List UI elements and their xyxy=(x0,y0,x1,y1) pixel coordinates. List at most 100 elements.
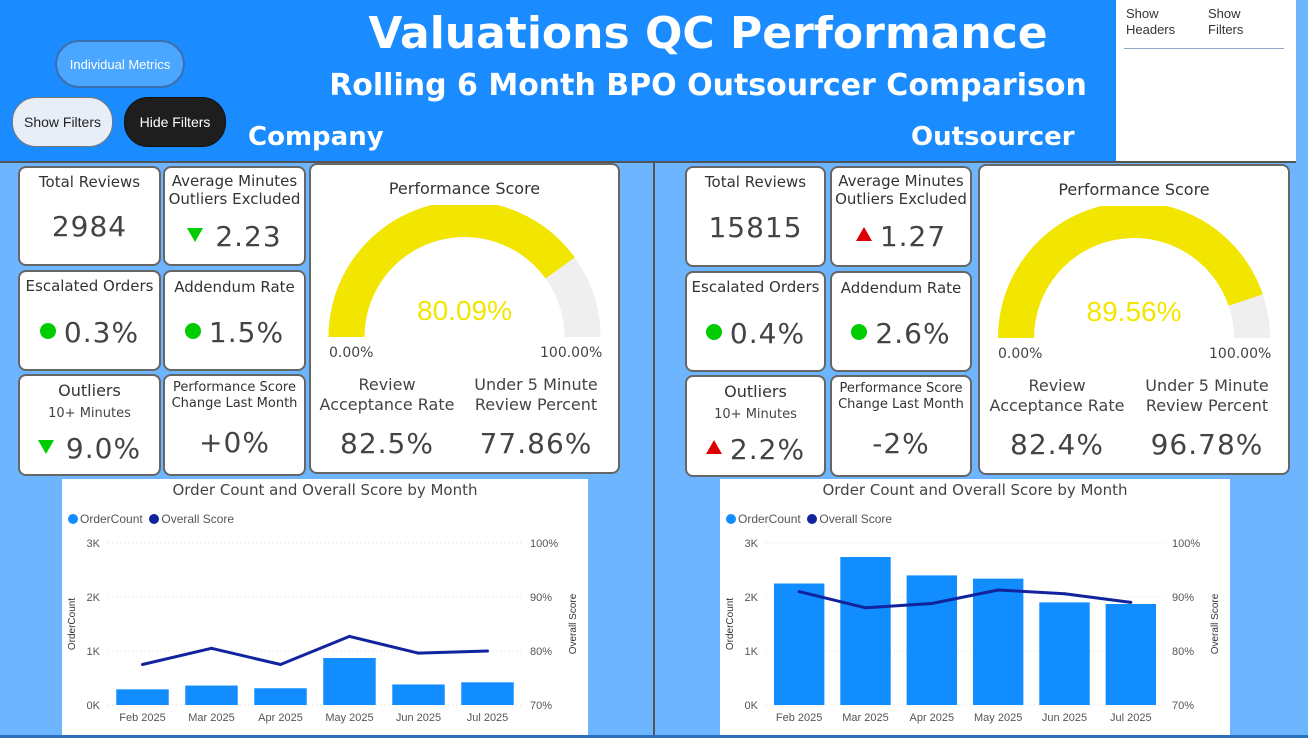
gauge-max-label: 100.00% xyxy=(1209,346,1271,362)
x-tick-label: Mar 2025 xyxy=(188,712,234,724)
y-axis-title: OrderCount xyxy=(725,598,736,650)
x-tick-label: Feb 2025 xyxy=(119,712,165,724)
point-overall-score xyxy=(1129,601,1132,604)
outsourcer-addendum-card: Addendum Rate 2.6% xyxy=(830,271,972,372)
perf-change-value: +0% xyxy=(165,426,304,459)
outliers-value: 9.0% xyxy=(66,432,141,465)
x-tick-label: May 2025 xyxy=(974,712,1022,724)
y-tick-label: 3K xyxy=(87,538,101,550)
y2-tick-label: 100% xyxy=(1172,538,1200,550)
y-tick-label: 3K xyxy=(745,538,759,550)
x-tick-label: Mar 2025 xyxy=(842,712,888,724)
page-subtitle: Rolling 6 Month BPO Outsourcer Compariso… xyxy=(300,68,1116,103)
bar-ordercount xyxy=(254,688,306,705)
bar-ordercount xyxy=(185,686,237,705)
point-overall-score xyxy=(141,663,144,666)
bar-ordercount xyxy=(973,579,1023,705)
y-axis-title: OrderCount xyxy=(67,598,78,650)
addendum-value: 1.5% xyxy=(209,316,284,349)
company-total-reviews-card: Total Reviews 2984 xyxy=(18,166,161,266)
bar-ordercount xyxy=(116,689,168,705)
bar-ordercount xyxy=(1039,602,1089,705)
under5-title: Under 5 Minute Review Percent xyxy=(466,375,606,415)
gauge-min-label: 0.00% xyxy=(998,346,1042,362)
company-perf-change-card: Performance Score Change Last Month +0% xyxy=(163,374,306,476)
x-tick-label: Jun 2025 xyxy=(396,712,441,724)
point-overall-score xyxy=(864,606,867,609)
point-overall-score xyxy=(279,663,282,666)
individual-metrics-button[interactable]: Individual Metrics xyxy=(55,40,185,88)
y-tick-label: 2K xyxy=(745,592,759,604)
gauge-title: Performance Score xyxy=(980,180,1288,199)
outliers-row: 9.0% xyxy=(20,432,159,465)
company-escalated-card: Escalated Orders 0.3% xyxy=(18,270,161,371)
bar-ordercount xyxy=(907,575,957,705)
escalated-value: 0.3% xyxy=(64,316,139,349)
y-tick-label: 1K xyxy=(87,646,101,658)
point-overall-score xyxy=(210,647,213,650)
toggle-underline xyxy=(1124,48,1284,49)
down-arrow-icon xyxy=(38,440,54,454)
green-dot-icon xyxy=(185,323,201,339)
section-divider xyxy=(653,162,655,738)
gauge-min-label: 0.00% xyxy=(329,345,373,361)
card-title: Outliers xyxy=(687,383,824,401)
right-edge-strip xyxy=(1296,0,1308,738)
avg-minutes-value: 1.27 xyxy=(880,220,946,253)
x-tick-label: Jul 2025 xyxy=(1110,712,1152,724)
hide-filters-button[interactable]: Hide Filters xyxy=(124,97,226,147)
outsourcer-performance-card: Performance Score 89.56% 0.00% 100.00% R… xyxy=(978,164,1290,475)
green-dot-icon xyxy=(851,324,867,340)
bar-ordercount xyxy=(1106,604,1156,705)
company-outliers-card: Outliers 10+ Minutes 9.0% xyxy=(18,374,161,476)
show-filters-toggle[interactable]: Show Filters xyxy=(1208,6,1278,38)
up-arrow-icon xyxy=(706,440,722,454)
y2-axis-title: Overall Score xyxy=(1210,593,1221,654)
outsourcer-outliers-card: Outliers 10+ Minutes 2.2% xyxy=(685,375,826,477)
x-tick-label: Apr 2025 xyxy=(910,712,955,724)
gauge-value: 89.56% xyxy=(980,296,1288,328)
card-title: Performance Score Change Last Month xyxy=(832,381,970,413)
y-tick-label: 2K xyxy=(87,592,101,604)
performance-gauge xyxy=(980,206,1288,356)
point-overall-score xyxy=(348,635,351,638)
review-acceptance-title: Review Acceptance Rate xyxy=(317,375,457,415)
y2-tick-label: 70% xyxy=(1172,700,1194,712)
bar-ordercount xyxy=(461,682,513,705)
avg-minutes-value: 2.23 xyxy=(215,220,281,253)
y2-tick-label: 80% xyxy=(1172,646,1194,658)
point-overall-score xyxy=(486,650,489,653)
outsourcer-total-reviews-card: Total Reviews 15815 xyxy=(685,166,826,267)
y2-tick-label: 80% xyxy=(530,646,552,658)
y-tick-label: 1K xyxy=(745,646,759,658)
green-dot-icon xyxy=(40,323,56,339)
card-title: Average Minutes Outliers Excluded xyxy=(832,172,970,208)
chart-plot: 0K 70% 1K 80% 2K 90% 3K 100% OrderCount Overall S… xyxy=(720,479,1230,735)
gauge-max-label: 100.00% xyxy=(540,345,602,361)
x-tick-label: May 2025 xyxy=(325,712,373,724)
show-filters-button[interactable]: Show Filters xyxy=(12,97,113,147)
y2-tick-label: 70% xyxy=(530,700,552,712)
card-title: Escalated Orders xyxy=(20,277,159,295)
company-addendum-card: Addendum Rate 1.5% xyxy=(163,270,306,371)
bar-ordercount xyxy=(392,684,444,705)
avg-minutes-row: 1.27 xyxy=(832,220,970,253)
card-title: Total Reviews xyxy=(20,173,159,191)
x-tick-label: Apr 2025 xyxy=(258,712,303,724)
review-acceptance-value: 82.5% xyxy=(317,427,457,460)
card-title: Outliers xyxy=(20,382,159,400)
y2-axis-title: Overall Score xyxy=(568,593,579,654)
gauge-title: Performance Score xyxy=(311,179,618,198)
review-acceptance-title: Review Acceptance Rate xyxy=(986,376,1128,416)
y2-tick-label: 100% xyxy=(530,538,558,550)
show-headers-toggle[interactable]: Show Headers xyxy=(1126,6,1196,38)
performance-gauge xyxy=(311,205,618,355)
card-title: Total Reviews xyxy=(687,173,824,191)
review-acceptance-value: 82.4% xyxy=(986,428,1128,461)
outliers-row: 2.2% xyxy=(687,433,824,466)
company-avg-minutes-card: Average Minutes Outliers Excluded 2.23 xyxy=(163,166,306,266)
outsourcer-escalated-card: Escalated Orders 0.4% xyxy=(685,271,826,372)
perf-change-value: -2% xyxy=(832,427,970,460)
card-title: Addendum Rate xyxy=(165,278,304,296)
escalated-row: 0.4% xyxy=(687,317,824,350)
